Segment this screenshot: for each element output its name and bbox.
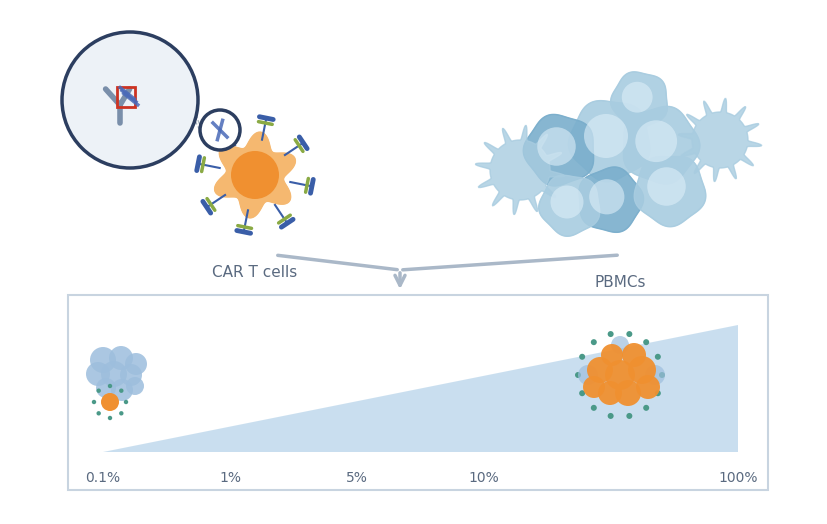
Circle shape — [643, 405, 648, 411]
Text: 10%: 10% — [468, 471, 499, 485]
Circle shape — [634, 121, 676, 162]
Circle shape — [625, 331, 632, 337]
Text: 1%: 1% — [218, 471, 241, 485]
Circle shape — [97, 388, 101, 393]
Polygon shape — [610, 72, 667, 129]
Polygon shape — [523, 114, 593, 186]
Polygon shape — [677, 99, 761, 182]
Circle shape — [96, 378, 116, 398]
Circle shape — [200, 110, 240, 150]
Circle shape — [607, 413, 613, 419]
Circle shape — [90, 347, 116, 373]
Circle shape — [108, 416, 112, 420]
Polygon shape — [578, 167, 643, 232]
Circle shape — [605, 360, 634, 390]
Circle shape — [589, 179, 624, 214]
Circle shape — [583, 114, 627, 158]
Circle shape — [590, 339, 596, 345]
Text: 100%: 100% — [717, 471, 757, 485]
Text: PBMCs: PBMCs — [594, 275, 645, 290]
Circle shape — [124, 400, 128, 404]
Circle shape — [97, 411, 101, 416]
Circle shape — [654, 390, 660, 396]
Circle shape — [600, 344, 622, 366]
Circle shape — [644, 365, 664, 385]
Circle shape — [586, 357, 612, 383]
Circle shape — [101, 393, 119, 411]
Circle shape — [654, 354, 660, 360]
Circle shape — [658, 372, 664, 378]
Circle shape — [101, 361, 127, 387]
Circle shape — [577, 365, 597, 385]
Circle shape — [627, 356, 655, 384]
Circle shape — [582, 376, 605, 398]
Circle shape — [537, 127, 575, 166]
Circle shape — [621, 343, 645, 367]
Circle shape — [120, 364, 141, 386]
Circle shape — [625, 413, 632, 419]
Circle shape — [109, 346, 133, 370]
Text: CAR T cells: CAR T cells — [212, 265, 297, 280]
Circle shape — [597, 381, 621, 405]
Polygon shape — [214, 132, 295, 218]
Circle shape — [62, 32, 198, 168]
Circle shape — [578, 390, 585, 396]
Circle shape — [111, 379, 133, 401]
Circle shape — [610, 336, 629, 354]
Polygon shape — [103, 325, 737, 452]
Circle shape — [125, 353, 147, 375]
Polygon shape — [567, 101, 649, 182]
Circle shape — [643, 339, 648, 345]
Circle shape — [550, 185, 583, 219]
Text: 0.1%: 0.1% — [85, 471, 121, 485]
Circle shape — [126, 377, 144, 395]
Circle shape — [647, 167, 685, 206]
Polygon shape — [623, 106, 699, 184]
Circle shape — [614, 380, 640, 406]
Circle shape — [635, 375, 659, 399]
Circle shape — [590, 405, 596, 411]
Circle shape — [86, 362, 110, 386]
Polygon shape — [538, 175, 599, 236]
Circle shape — [119, 411, 123, 416]
Polygon shape — [633, 157, 705, 227]
Circle shape — [607, 331, 613, 337]
Circle shape — [92, 400, 96, 404]
FancyBboxPatch shape — [68, 295, 767, 490]
Circle shape — [574, 372, 581, 378]
Circle shape — [578, 354, 585, 360]
Circle shape — [119, 388, 123, 393]
Circle shape — [108, 384, 112, 388]
Circle shape — [231, 151, 279, 199]
Polygon shape — [475, 126, 564, 215]
Circle shape — [621, 82, 652, 113]
Text: 5%: 5% — [346, 471, 367, 485]
